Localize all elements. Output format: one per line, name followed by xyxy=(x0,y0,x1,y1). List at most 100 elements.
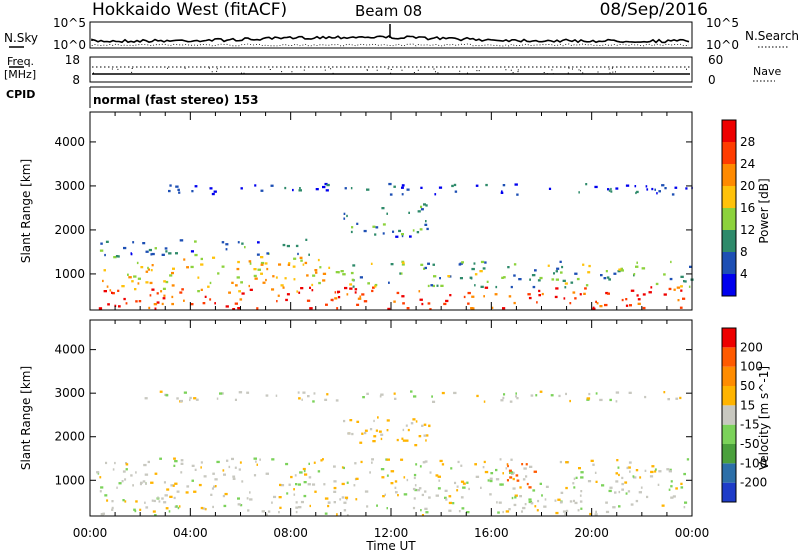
heatmap-cell xyxy=(342,273,346,276)
heatmap-cell xyxy=(361,432,364,435)
colorbar-tick-label: 12 xyxy=(740,223,755,237)
colorbar-tick-label: 4 xyxy=(740,267,748,281)
heatmap-cell xyxy=(610,187,612,191)
heatmap-cell xyxy=(364,429,368,432)
heatmap-cell xyxy=(300,287,304,290)
freq-label-line1: Freq. xyxy=(7,55,34,68)
heatmap-cell xyxy=(260,189,264,192)
heatmap-cell xyxy=(175,185,179,188)
heatmap-cell xyxy=(483,295,485,298)
heatmap-cell xyxy=(276,300,278,303)
heatmap-cell xyxy=(654,470,657,473)
heatmap-cell xyxy=(617,466,620,469)
heatmap-cell xyxy=(99,249,104,252)
heatmap-cell xyxy=(394,397,397,400)
heatmap-cell xyxy=(209,281,212,285)
heatmap-cell xyxy=(100,513,104,516)
heatmap-cell xyxy=(509,471,511,474)
heatmap-cell xyxy=(528,500,533,504)
y-tick-label: 4000 xyxy=(54,135,85,149)
heatmap-cell xyxy=(194,253,198,257)
heatmap-cell xyxy=(636,294,639,297)
heatmap-cell xyxy=(522,506,526,510)
heatmap-cell xyxy=(580,490,583,493)
station-title: Hokkaido West (fitACF) xyxy=(92,0,287,20)
heatmap-cell xyxy=(207,285,210,288)
heatmap-cell xyxy=(311,283,314,287)
heatmap-cell xyxy=(634,185,637,188)
heatmap-cell xyxy=(576,277,580,281)
heatmap-cell xyxy=(516,479,520,482)
heatmap-cell xyxy=(614,491,617,494)
heatmap-cell xyxy=(385,458,388,461)
heatmap-cell xyxy=(655,282,659,286)
heatmap-cell xyxy=(311,289,314,292)
heatmap-cell xyxy=(186,485,190,488)
heatmap-cell xyxy=(179,291,183,294)
heatmap-cell xyxy=(235,284,238,287)
heatmap-cell xyxy=(402,428,405,432)
heatmap-cell xyxy=(534,505,537,508)
heatmap-cell xyxy=(670,485,673,488)
heatmap-cell xyxy=(228,291,231,294)
heatmap-cell xyxy=(424,266,427,270)
heatmap-cell xyxy=(240,187,243,190)
heatmap-cell xyxy=(563,297,566,300)
heatmap-cell xyxy=(605,501,608,504)
heatmap-cell xyxy=(175,505,178,508)
heatmap-cell xyxy=(669,468,672,471)
power-heatmap xyxy=(98,182,694,311)
heatmap-cell xyxy=(396,291,400,295)
heatmap-cell xyxy=(375,226,379,229)
heatmap-cell xyxy=(337,271,340,274)
heatmap-cell xyxy=(355,477,359,480)
heatmap-cell xyxy=(661,504,665,507)
heatmap-cell xyxy=(343,212,346,215)
noise-panel: N.Sky 10^5 10^0 10^5 10^0 N.Search xyxy=(4,16,799,52)
heatmap-cell xyxy=(406,478,409,482)
heatmap-cell xyxy=(386,474,389,477)
heatmap-cell xyxy=(200,506,204,510)
heatmap-cell xyxy=(438,479,441,482)
heatmap-cell xyxy=(303,494,307,498)
heatmap-cell xyxy=(588,264,591,268)
heatmap-cell xyxy=(133,275,137,278)
heatmap-cell xyxy=(260,261,265,265)
time-tick-label: 12:00 xyxy=(374,526,409,540)
heatmap-cell xyxy=(457,460,460,464)
heatmap-cell xyxy=(680,275,684,278)
heatmap-cell xyxy=(308,476,312,479)
heatmap-cell xyxy=(595,510,597,513)
heatmap-cell xyxy=(414,444,418,447)
heatmap-cell xyxy=(445,299,449,303)
heatmap-cell xyxy=(137,282,140,285)
heatmap-cell xyxy=(246,391,250,394)
heatmap-cell xyxy=(575,476,578,479)
heatmap-cell xyxy=(393,392,396,395)
heatmap-cell xyxy=(297,483,301,486)
heatmap-cell xyxy=(459,277,463,280)
heatmap-cell xyxy=(468,487,470,491)
heatmap-cell xyxy=(390,482,394,485)
velocity-panel: 1000 2000 3000 4000 Slant Range [km] 200 100… xyxy=(19,319,771,517)
heatmap-cell xyxy=(169,184,172,187)
heatmap-cell xyxy=(421,302,424,306)
heatmap-cell xyxy=(564,512,566,516)
heatmap-cell xyxy=(194,468,197,471)
heatmap-cell xyxy=(257,241,260,244)
heatmap-cell xyxy=(299,256,303,259)
colorbar-segment xyxy=(722,424,736,444)
heatmap-cell xyxy=(122,499,125,502)
heatmap-cell xyxy=(550,394,554,397)
heatmap-cell xyxy=(145,250,149,253)
heatmap-cell xyxy=(127,273,129,276)
heatmap-cell xyxy=(474,463,477,466)
heatmap-cell xyxy=(405,439,409,442)
heatmap-cell xyxy=(337,296,341,299)
heatmap-cell xyxy=(596,302,599,305)
heatmap-cell xyxy=(674,186,678,189)
heatmap-cell xyxy=(448,509,452,512)
heatmap-cell xyxy=(232,308,236,311)
heatmap-cell xyxy=(290,475,293,479)
heatmap-cell xyxy=(125,302,128,305)
